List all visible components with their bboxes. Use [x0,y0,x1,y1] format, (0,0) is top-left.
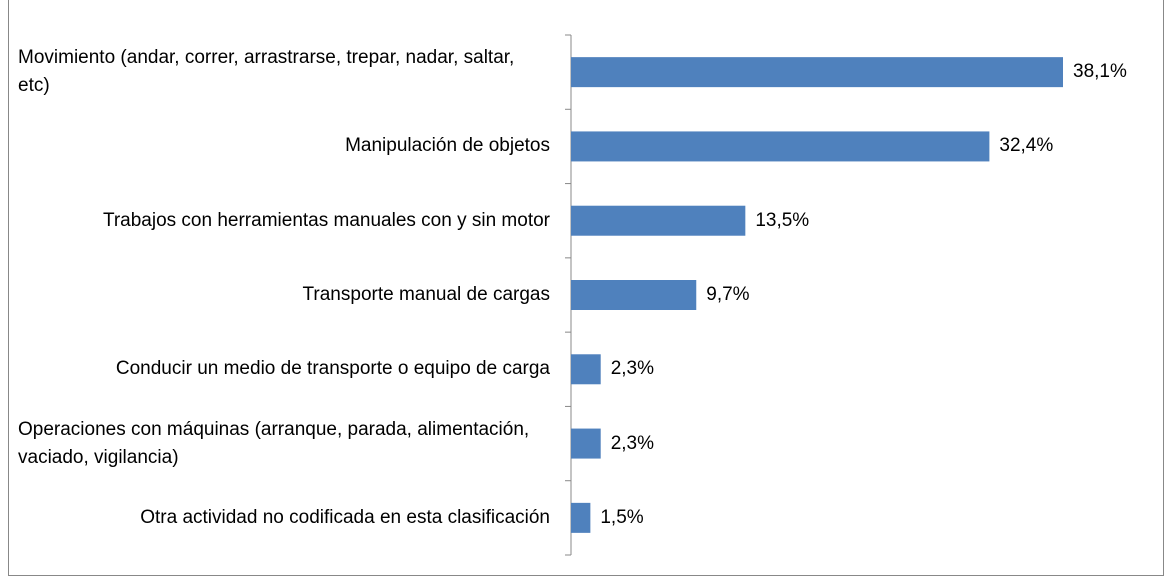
bar [571,354,601,385]
chart-frame [8,0,1164,576]
data-label: 2,3% [610,358,654,380]
bar [571,428,601,459]
bar [571,502,591,533]
data-label: 2,3% [610,432,654,454]
category-label: Trabajos con herramientas manuales con y… [102,209,550,231]
bar [571,280,697,310]
data-label: 13,5% [755,209,810,231]
data-label: 9,7% [706,284,750,305]
category-label: Movimiento (andar, correr, arrastrarse, … [18,47,515,97]
bar [571,57,1063,88]
data-label: 32,4% [999,135,1054,157]
category-label: Manipulación de objetos [345,135,550,157]
bar [571,131,990,162]
category-label: Conducir un medio de transporte o equipo… [115,358,550,380]
category-label: Transporte manual de cargas [302,283,550,305]
bar [571,205,746,236]
data-label: 1,5% [600,506,644,528]
category-label: Otra actividad no codificada en esta cla… [140,506,550,528]
data-label: 38,1% [1073,61,1127,83]
category-label: Operaciones con máquinas (arranque, para… [18,418,530,468]
